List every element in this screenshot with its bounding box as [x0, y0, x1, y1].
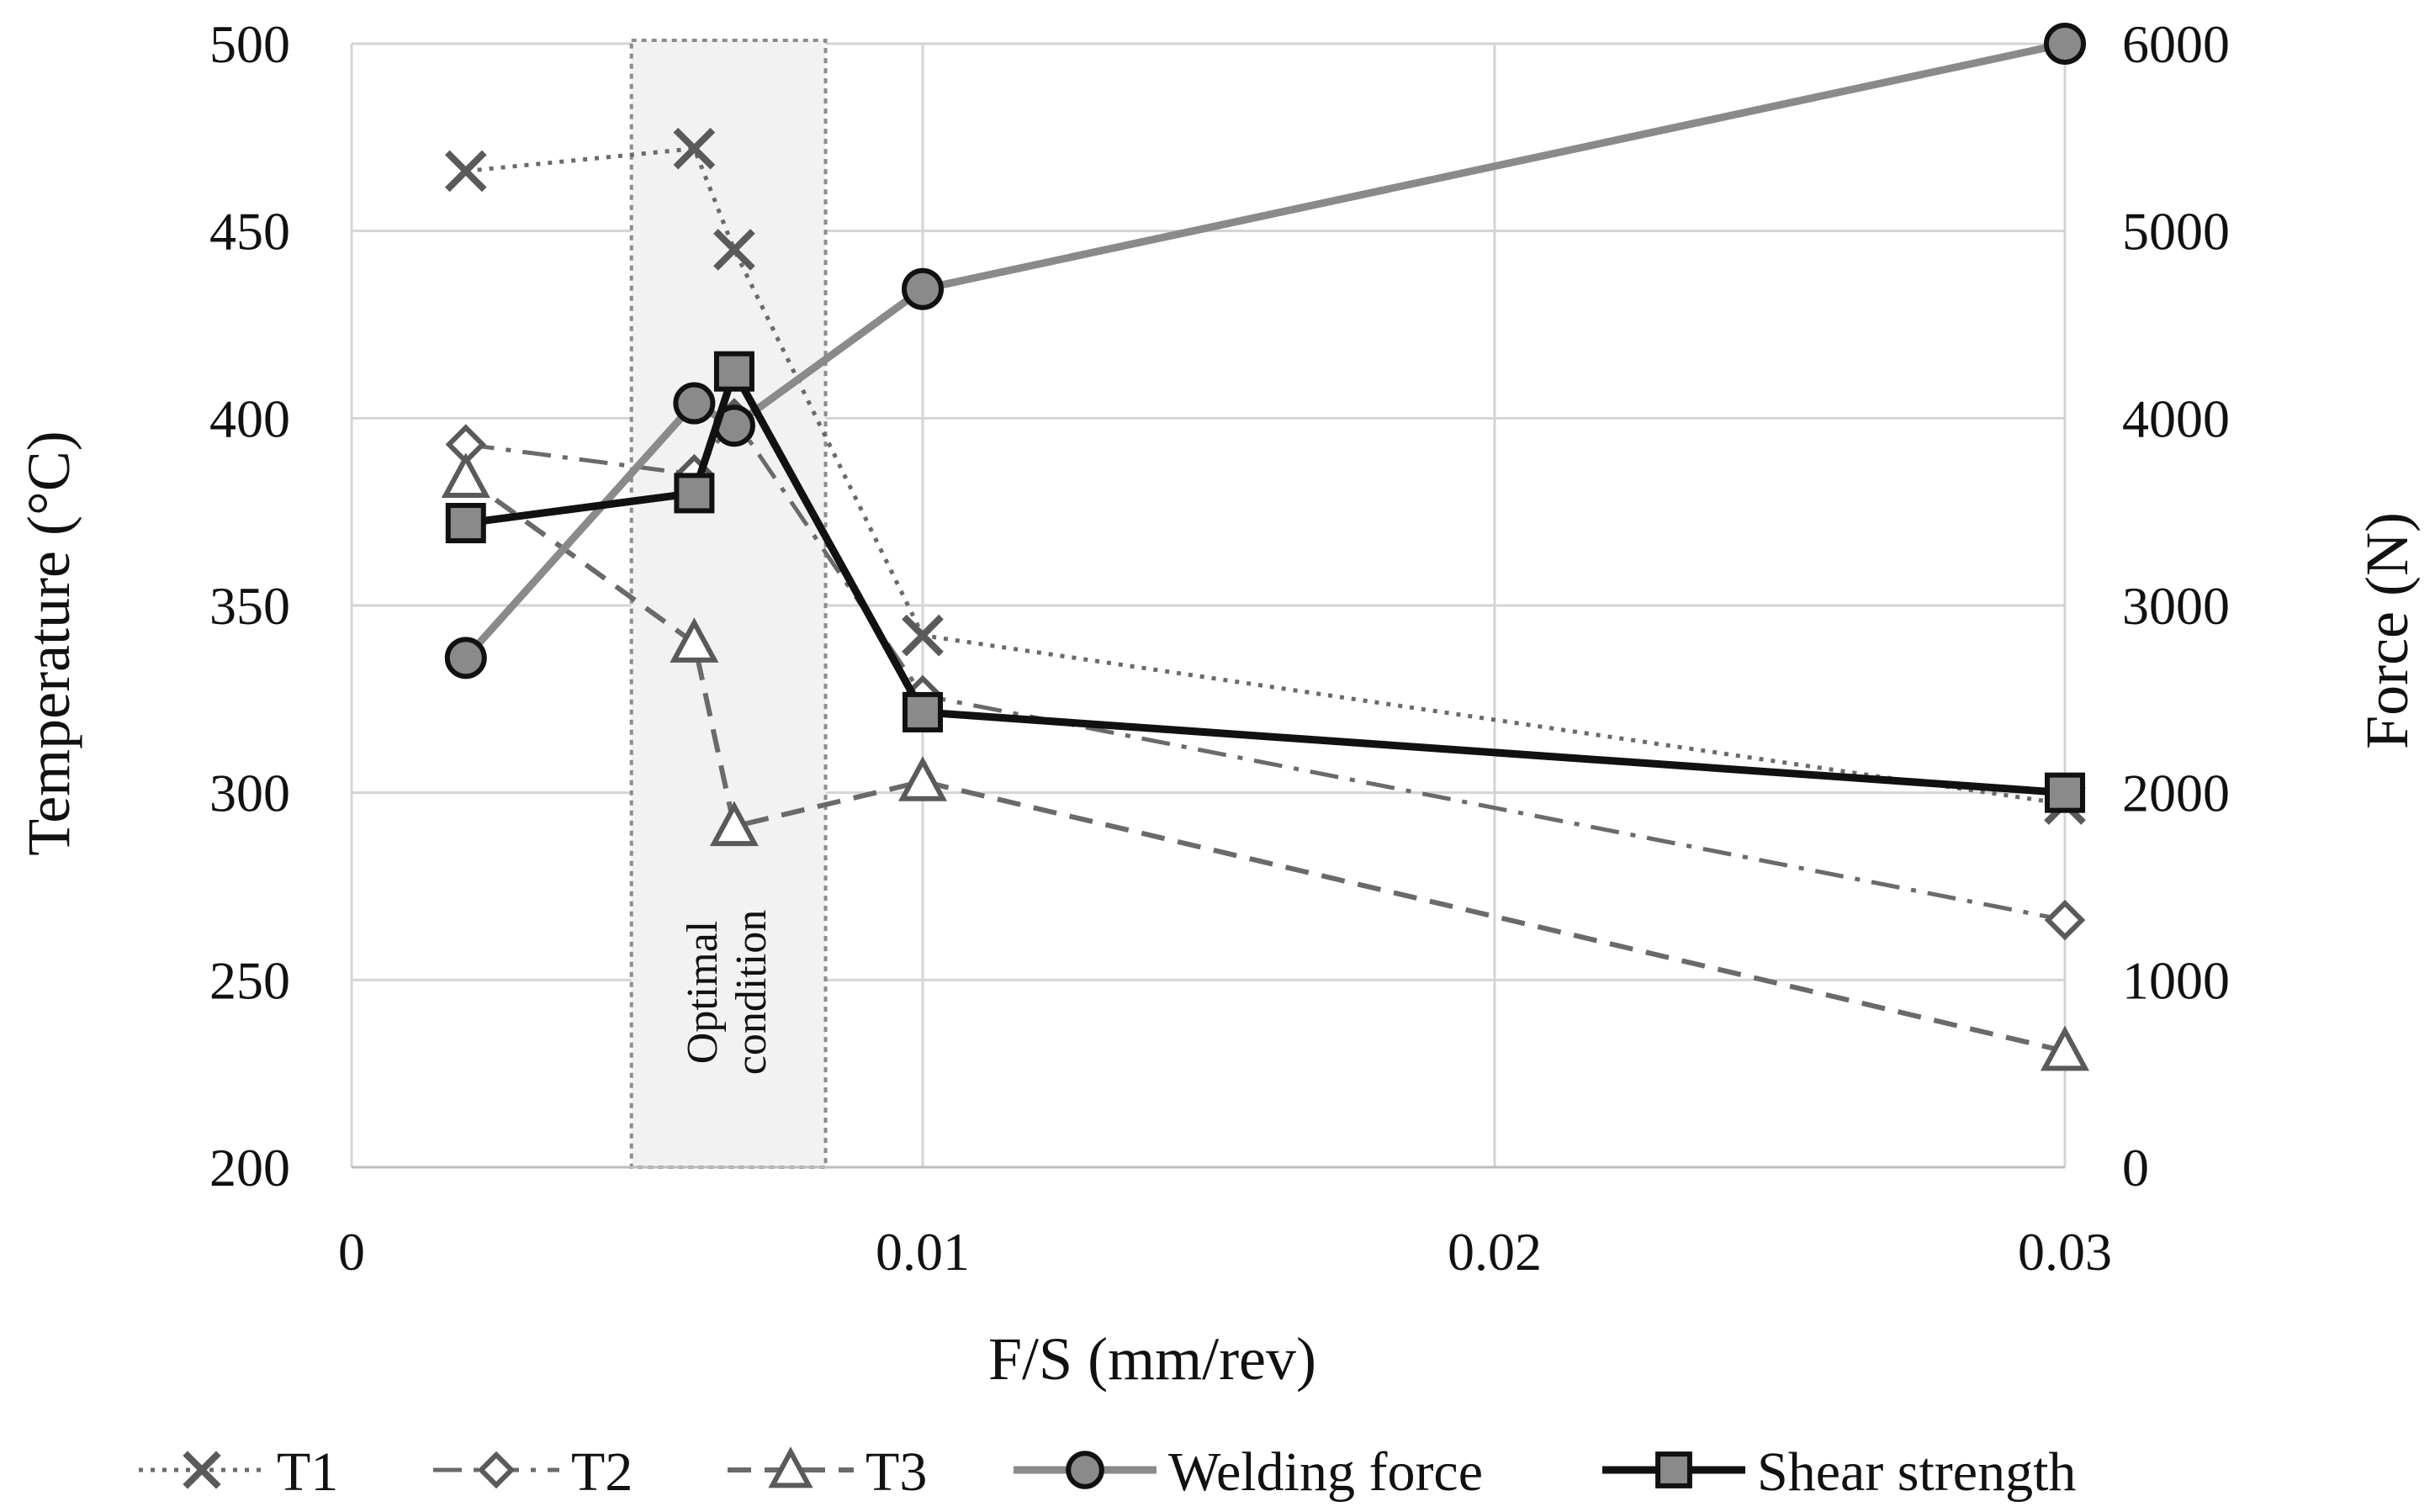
- point-t3-4: [2040, 1025, 2090, 1071]
- x-tick-3: 0.03: [2018, 1222, 2112, 1282]
- optimal-condition-box: [629, 39, 828, 1169]
- x-tick-1: 0.01: [876, 1222, 970, 1282]
- y-axis-title-right: Force (N): [2353, 512, 2421, 749]
- legend-label-t3: T3: [865, 1441, 927, 1503]
- point-t1-3-stroke-b: [902, 614, 944, 657]
- gridlines: [350, 42, 2067, 1169]
- legend-label-t1: T1: [277, 1441, 338, 1503]
- series-shear-strength: [445, 351, 2085, 813]
- point-t3-1: [670, 617, 719, 663]
- tick-labels: 2002503003504004505000100020003000400050…: [209, 14, 2230, 1282]
- point-shear-strength-2: [713, 351, 754, 392]
- point-welding-force-3: [902, 267, 944, 310]
- optimal-condition-label-line2: condition: [728, 910, 775, 1075]
- point-shear-strength-0: [445, 503, 486, 544]
- series-welding-force: [444, 23, 2086, 679]
- legend-item-welding-force: Welding force: [1014, 1441, 1483, 1503]
- point-welding-force-1: [673, 382, 716, 425]
- y-tick-left-350: 350: [209, 576, 290, 636]
- y-tick-right-4000: 4000: [2122, 389, 2230, 448]
- y-tick-right-3000: 3000: [2122, 576, 2230, 636]
- point-t1-0-stroke-b: [444, 150, 487, 193]
- series-t3: [441, 452, 2090, 1071]
- series-layer: [441, 23, 2090, 1071]
- point-t1-2: [713, 229, 755, 271]
- y-tick-left-250: 250: [209, 950, 290, 1010]
- point-shear-strength-1: [674, 473, 715, 514]
- x-tick-2: 0.02: [1448, 1222, 1542, 1282]
- y-axis-title-left: Temperature (°C): [15, 431, 82, 856]
- optimal-condition-label-line1: Optimal: [679, 921, 727, 1064]
- y-tick-right-2000: 2000: [2122, 764, 2230, 823]
- y-tick-right-0: 0: [2122, 1138, 2149, 1197]
- legend-swatch-marker-t2: [477, 1451, 516, 1489]
- y-tick-right-6000: 6000: [2122, 14, 2230, 74]
- point-t1-0: [444, 150, 487, 193]
- y-tick-left-200: 200: [209, 1138, 290, 1197]
- series-line-t3: [464, 476, 2066, 1054]
- legend-label-t2: T2: [571, 1441, 633, 1503]
- legend-item-t3: T3: [728, 1441, 927, 1503]
- legend-item-shear-strength: Shear strength: [1602, 1441, 2076, 1503]
- legend-swatch-marker-shear-strength: [1655, 1451, 1692, 1488]
- y-tick-left-400: 400: [209, 389, 290, 448]
- point-t1-3: [902, 614, 944, 657]
- point-t1-2-stroke-b: [713, 229, 755, 271]
- x-tick-0: 0: [338, 1222, 365, 1282]
- legend-item-t1: T1: [139, 1441, 338, 1503]
- point-t2-4: [2044, 899, 2086, 941]
- point-t3-3: [897, 755, 948, 801]
- point-welding-force-0: [444, 637, 487, 679]
- optimal-condition-region: Optimal condition: [629, 39, 828, 1169]
- legend-swatch-marker-welding-force: [1066, 1451, 1104, 1489]
- point-welding-force-4: [2044, 23, 2086, 65]
- point-t1-1: [673, 127, 716, 170]
- point-shear-strength-4: [2045, 772, 2085, 813]
- point-t3-0: [441, 452, 490, 498]
- point-shear-strength-3: [903, 691, 943, 732]
- series-t1: [444, 127, 2086, 825]
- legend-label-welding-force: Welding force: [1168, 1441, 1483, 1503]
- y-tick-right-1000: 1000: [2122, 950, 2230, 1010]
- legend: T1 T2 T3 Welding force Shear strength: [139, 1441, 2076, 1503]
- x-axis-title: F/S (mm/rev): [988, 1325, 1316, 1393]
- point-t3-2: [709, 801, 759, 847]
- legend-swatch-marker-t3: [768, 1446, 813, 1488]
- legend-item-t2: T2: [433, 1441, 633, 1503]
- legend-label-shear-strength: Shear strength: [1757, 1441, 2076, 1503]
- point-t1-1-stroke-b: [673, 127, 716, 170]
- legend-swatch-marker-t1: [183, 1451, 221, 1489]
- y-tick-right-5000: 5000: [2122, 202, 2230, 262]
- legend-swatch-marker-t1-stroke-b: [183, 1451, 221, 1489]
- y-tick-left-300: 300: [209, 764, 290, 823]
- y-tick-left-500: 500: [209, 14, 290, 74]
- y-tick-left-450: 450: [209, 202, 290, 262]
